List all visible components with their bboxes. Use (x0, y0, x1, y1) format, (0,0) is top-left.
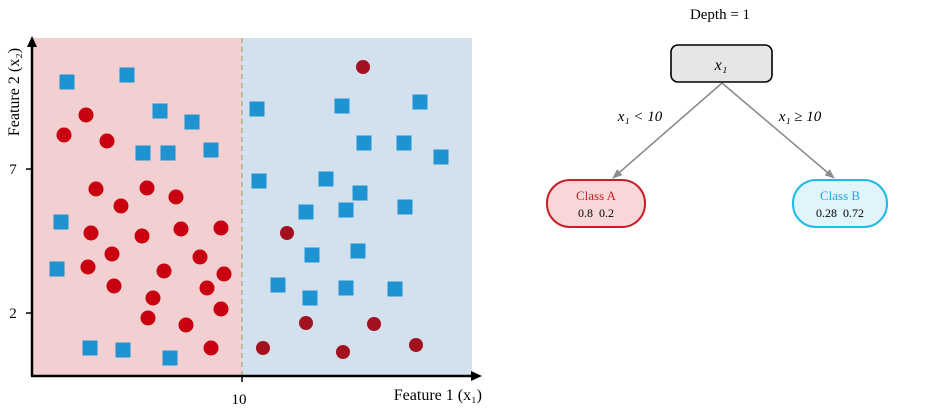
square-point (203, 142, 219, 158)
circle-point (113, 198, 129, 214)
circle-point (213, 220, 229, 236)
leaf-class-b-probs: 0.28 0.72 (816, 206, 864, 220)
leaf-class-b: Class B 0.28 0.72 (792, 179, 888, 228)
square-point (396, 135, 412, 151)
square-point (338, 202, 354, 218)
square-point (412, 94, 428, 110)
circle-point (56, 127, 72, 143)
circle-point (104, 246, 120, 262)
circle-point (99, 133, 115, 149)
circle-point (134, 228, 150, 244)
y-tick-label: 2 (9, 306, 17, 322)
circle-point (299, 316, 313, 330)
circle-point (336, 345, 350, 359)
root-node-box (670, 44, 773, 83)
leaf-class-b-name: Class B (820, 188, 860, 203)
circle-point (173, 221, 189, 237)
circle-point (83, 225, 99, 241)
square-point (350, 243, 366, 259)
circle-point (356, 60, 370, 74)
square-point (352, 185, 368, 201)
square-point (338, 280, 354, 296)
square-point (397, 199, 413, 215)
circle-point (409, 338, 423, 352)
x-tick-label: 10 (232, 392, 247, 408)
square-point (59, 74, 75, 90)
square-point (302, 290, 318, 306)
data-points (49, 60, 449, 366)
square-point (160, 145, 176, 161)
square-point (82, 340, 98, 356)
circle-point (80, 259, 96, 275)
square-point (135, 145, 151, 161)
circle-point (216, 266, 232, 282)
square-point (251, 173, 267, 189)
circle-point (178, 317, 194, 333)
leaf-class-a-name: Class A (576, 188, 617, 203)
square-point (318, 171, 334, 187)
circle-point (78, 107, 94, 123)
y-axis-arrow (27, 36, 37, 47)
circle-point (156, 263, 172, 279)
circle-point (192, 249, 208, 265)
tree-title: Depth = 1 (690, 7, 750, 23)
root-node: x₁ (670, 44, 773, 83)
square-point (334, 98, 350, 114)
circle-point (140, 310, 156, 326)
circle-point (199, 280, 215, 296)
square-point (53, 214, 69, 230)
square-point (249, 101, 265, 117)
circle-point (139, 180, 155, 196)
left-edge-label: x₁ < 10 (617, 109, 663, 125)
circle-point (280, 226, 294, 240)
square-point (387, 281, 403, 297)
square-point (152, 103, 168, 119)
right-branch-edge (721, 82, 835, 179)
square-point (49, 261, 65, 277)
root-node-label: x₁ (714, 57, 728, 74)
y-tick-label: 7 (9, 162, 17, 178)
circle-point (256, 341, 270, 355)
scatter-plot: 7 2 10 Feature 1 (x₁) Feature 2 (x₂) (6, 36, 482, 408)
circle-point (145, 290, 161, 306)
y-axis-label: Feature 2 (x₂) (6, 48, 23, 136)
square-point (184, 114, 200, 130)
square-point (298, 204, 314, 220)
square-point (304, 247, 320, 263)
circle-point (168, 189, 184, 205)
class-a-region (32, 38, 242, 376)
square-point (433, 149, 449, 165)
class-b-region (242, 38, 472, 376)
leaf-class-b-box (792, 179, 888, 228)
square-point (115, 342, 131, 358)
circle-point (88, 181, 104, 197)
right-edge-label: x₁ ≥ 10 (778, 109, 822, 125)
square-point (356, 135, 372, 151)
leaf-class-a-probs: 0.8 0.2 (578, 206, 614, 220)
circle-point (106, 278, 122, 294)
square-point (270, 277, 286, 293)
circle-point (367, 317, 381, 331)
x-axis-label: Feature 1 (x₁) (394, 387, 482, 404)
circle-point (203, 340, 219, 356)
circle-point (213, 301, 229, 317)
square-point (162, 350, 178, 366)
leaf-class-a-box (546, 179, 646, 228)
square-point (119, 67, 135, 83)
leaf-class-a: Class A 0.8 0.2 (546, 179, 646, 228)
decision-tree-diagram: Depth = 1 x₁ < 10 x₁ ≥ 10 x₁ Class A 0.8… (546, 7, 888, 228)
left-branch-edge (612, 82, 723, 179)
x-axis-arrow (471, 371, 482, 381)
